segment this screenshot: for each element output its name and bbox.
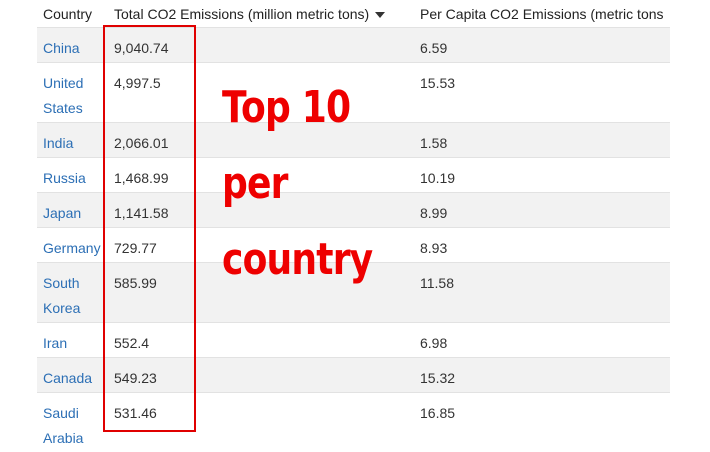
table-row: Saudi Arabia 531.46 16.85 (37, 393, 670, 452)
country-cell: China (37, 28, 108, 63)
country-cell: Saudi Arabia (37, 393, 108, 452)
sort-descending-icon[interactable] (375, 12, 385, 18)
total-emissions-cell: 549.23 (108, 358, 414, 393)
table-row: Canada 549.23 15.32 (37, 358, 670, 393)
table-row: Iran 552.4 6.98 (37, 323, 670, 358)
total-emissions-cell: 9,040.74 (108, 28, 414, 63)
annotation-line-3: country (222, 222, 361, 298)
country-link[interactable]: Russia (43, 166, 108, 191)
annotation-text: Top 10 per country (222, 70, 361, 298)
country-cell: Iran (37, 323, 108, 358)
per-capita-cell: 8.99 (414, 193, 670, 228)
country-cell: Japan (37, 193, 108, 228)
country-cell: Germany (37, 228, 108, 263)
total-emissions-cell: 531.46 (108, 393, 414, 452)
country-link[interactable]: Germany (43, 236, 108, 261)
column-header-country-label: Country (43, 6, 92, 22)
country-link[interactable]: Saudi Arabia (43, 401, 108, 451)
per-capita-cell: 16.85 (414, 393, 670, 452)
country-link[interactable]: Iran (43, 331, 108, 356)
per-capita-cell: 6.59 (414, 28, 670, 63)
per-capita-cell: 10.19 (414, 158, 670, 193)
per-capita-cell: 11.58 (414, 263, 670, 323)
per-capita-cell: 15.53 (414, 63, 670, 123)
country-link[interactable]: South Korea (43, 271, 108, 321)
column-header-country[interactable]: Country (37, 0, 108, 28)
annotation-line-2: per (222, 146, 361, 222)
country-cell: Canada (37, 358, 108, 393)
country-cell: South Korea (37, 263, 108, 323)
per-capita-cell: 8.93 (414, 228, 670, 263)
country-cell: India (37, 123, 108, 158)
table-header-row: Country Total CO2 Emissions (million met… (37, 0, 670, 28)
per-capita-cell: 6.98 (414, 323, 670, 358)
annotation-line-1: Top 10 (222, 70, 361, 146)
table-row: China 9,040.74 6.59 (37, 28, 670, 63)
total-emissions-cell: 552.4 (108, 323, 414, 358)
country-cell: Russia (37, 158, 108, 193)
column-header-total-emissions[interactable]: Total CO2 Emissions (million metric tons… (108, 0, 414, 28)
country-link[interactable]: Japan (43, 201, 108, 226)
country-link[interactable]: China (43, 36, 108, 61)
column-header-per-capita-label: Per Capita CO2 Emissions (metric tons (420, 6, 664, 22)
column-header-total-label: Total CO2 Emissions (million metric tons… (114, 6, 369, 22)
country-cell: United States (37, 63, 108, 123)
country-link[interactable]: United States (43, 71, 108, 121)
country-link[interactable]: India (43, 131, 108, 156)
country-link[interactable]: Canada (43, 366, 108, 391)
column-header-per-capita[interactable]: Per Capita CO2 Emissions (metric tons (414, 0, 670, 28)
per-capita-cell: 1.58 (414, 123, 670, 158)
per-capita-cell: 15.32 (414, 358, 670, 393)
